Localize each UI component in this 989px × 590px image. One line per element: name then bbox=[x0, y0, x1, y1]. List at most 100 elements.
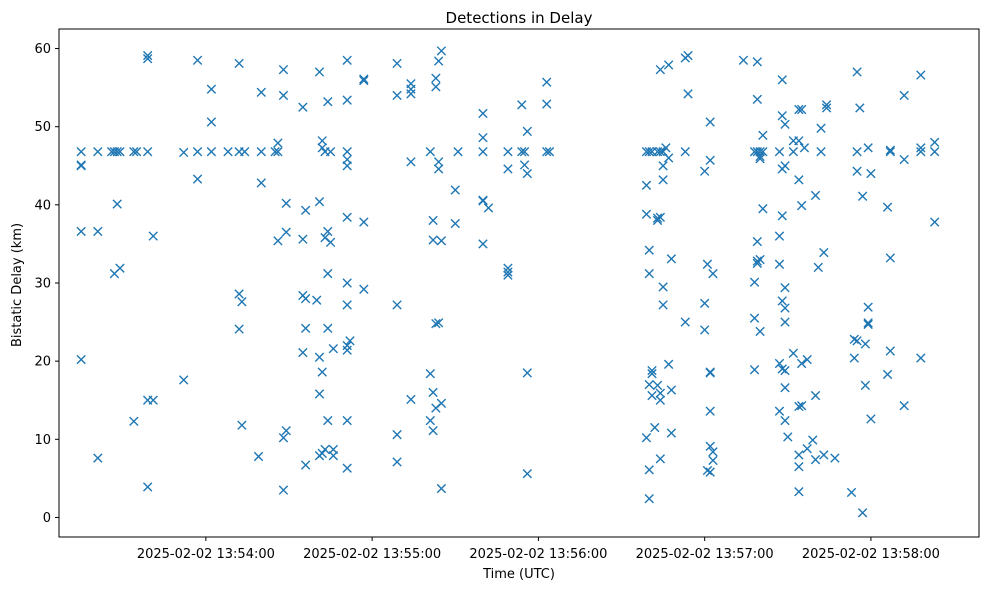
data-point-marker bbox=[885, 145, 896, 155]
data-point-marker bbox=[738, 55, 749, 65]
data-point-marker bbox=[647, 368, 657, 379]
data-point-marker bbox=[237, 297, 247, 307]
data-point-marker bbox=[885, 253, 896, 263]
data-point-marker bbox=[478, 108, 488, 119]
data-point-marker bbox=[794, 461, 804, 472]
data-point-marker bbox=[780, 282, 790, 293]
data-point-marker bbox=[142, 147, 153, 157]
data-point-marker bbox=[929, 147, 940, 157]
data-markers bbox=[76, 46, 940, 518]
data-point-marker bbox=[899, 401, 909, 411]
data-point-marker bbox=[705, 406, 715, 416]
data-point-marker bbox=[317, 136, 327, 146]
data-point-marker bbox=[780, 415, 790, 426]
data-point-marker bbox=[179, 375, 189, 385]
data-point-marker bbox=[650, 422, 660, 433]
data-point-marker bbox=[816, 123, 826, 133]
data-point-marker bbox=[882, 202, 893, 212]
data-point-marker bbox=[644, 465, 654, 475]
data-point-marker bbox=[916, 353, 926, 363]
data-point-marker bbox=[273, 138, 283, 148]
data-point-marker bbox=[777, 211, 787, 221]
data-point-marker bbox=[300, 205, 311, 216]
data-point-marker bbox=[644, 494, 654, 504]
data-point-marker bbox=[359, 75, 369, 86]
data-point-marker bbox=[885, 147, 896, 157]
data-point-marker bbox=[916, 143, 926, 153]
data-point-marker bbox=[323, 415, 333, 426]
data-point-marker bbox=[702, 465, 713, 476]
data-point-marker bbox=[519, 147, 530, 157]
data-point-marker bbox=[899, 90, 909, 101]
data-point-marker bbox=[317, 143, 327, 153]
data-point-marker bbox=[819, 450, 829, 460]
data-point-marker bbox=[821, 103, 832, 113]
data-point-marker bbox=[794, 401, 804, 412]
data-point-marker bbox=[755, 254, 765, 265]
y-axis-label: Bistatic Delay (km) bbox=[10, 223, 25, 347]
data-point-marker bbox=[522, 469, 533, 479]
data-point-marker bbox=[206, 117, 217, 127]
y-tick-label: 10 bbox=[34, 433, 51, 448]
data-point-marker bbox=[317, 448, 327, 459]
data-point-marker bbox=[788, 348, 799, 359]
data-point-marker bbox=[76, 226, 86, 237]
data-point-marker bbox=[148, 231, 158, 241]
data-point-marker bbox=[425, 415, 436, 426]
data-point-marker bbox=[359, 284, 369, 294]
data-point-marker bbox=[777, 111, 787, 121]
data-point-marker bbox=[392, 90, 402, 101]
x-tick-label: 2025-02-02 13:55:00 bbox=[303, 547, 441, 562]
data-point-marker bbox=[323, 268, 333, 279]
data-point-marker bbox=[522, 368, 533, 378]
data-point-marker bbox=[519, 160, 530, 170]
data-point-marker bbox=[802, 443, 812, 454]
data-point-marker bbox=[431, 318, 441, 329]
data-point-marker bbox=[320, 444, 330, 455]
data-point-marker bbox=[780, 119, 790, 130]
data-point-marker bbox=[863, 318, 873, 328]
data-point-marker bbox=[281, 426, 291, 436]
data-point-marker bbox=[273, 236, 283, 246]
data-point-marker bbox=[517, 100, 527, 110]
data-point-marker bbox=[813, 262, 823, 273]
data-point-marker bbox=[758, 147, 768, 157]
data-point-marker bbox=[192, 147, 203, 157]
data-point-marker bbox=[478, 196, 488, 206]
data-point-marker bbox=[234, 324, 244, 334]
data-point-marker bbox=[93, 147, 103, 157]
data-point-marker bbox=[342, 161, 352, 171]
data-point-marker bbox=[359, 217, 369, 227]
data-point-marker bbox=[663, 153, 674, 163]
data-point-marker bbox=[142, 482, 153, 492]
data-point-marker bbox=[830, 453, 840, 463]
data-point-marker bbox=[810, 390, 821, 401]
data-point-marker bbox=[788, 147, 799, 157]
data-point-marker bbox=[644, 147, 654, 157]
y-tick-label: 0 bbox=[43, 511, 51, 526]
data-point-marker bbox=[644, 245, 654, 255]
data-point-marker bbox=[433, 157, 444, 167]
data-point-marker bbox=[478, 239, 488, 249]
data-point-marker bbox=[328, 451, 339, 461]
data-point-marker bbox=[846, 487, 857, 498]
data-point-marker bbox=[359, 74, 369, 84]
data-point-marker bbox=[647, 390, 657, 401]
data-point-marker bbox=[312, 295, 322, 305]
data-point-marker bbox=[708, 447, 718, 457]
data-point-marker bbox=[129, 416, 139, 427]
y-tick-label: 30 bbox=[34, 277, 51, 292]
data-point-marker bbox=[641, 433, 652, 443]
data-point-marker bbox=[663, 60, 674, 70]
data-point-marker bbox=[433, 164, 444, 174]
data-point-marker bbox=[256, 87, 266, 97]
data-point-marker bbox=[658, 300, 668, 310]
data-point-marker bbox=[436, 483, 447, 494]
data-point-marker bbox=[699, 166, 710, 176]
x-axis-label: Time (UTC) bbox=[482, 567, 555, 582]
data-point-marker bbox=[179, 147, 189, 158]
data-point-marker bbox=[314, 67, 325, 77]
data-point-marker bbox=[663, 359, 674, 369]
data-point-marker bbox=[542, 147, 552, 157]
